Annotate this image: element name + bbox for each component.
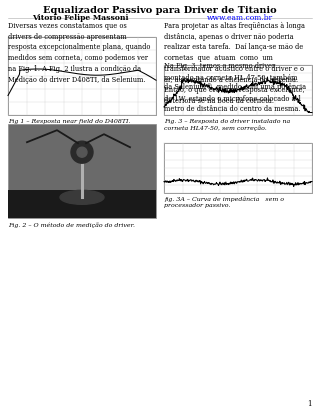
Text: Equalizador Passivo para Driver de Titanio: Equalizador Passivo para Driver de Titan… <box>43 6 277 15</box>
Text: Fig. 3 – Resposta do driver instalado na
corneta HL47-50, sem correção.: Fig. 3 – Resposta do driver instalado na… <box>164 119 290 130</box>
Bar <box>8 38 156 116</box>
Text: Fig 1 – Resposta near field do D408TI.: Fig 1 – Resposta near field do D408TI. <box>8 119 131 124</box>
Bar <box>8 125 156 218</box>
Circle shape <box>77 148 87 158</box>
Ellipse shape <box>60 191 104 205</box>
Text: Diversas vezes constatamos que os
drivers de compressão apresentam
resposta exce: Diversas vezes constatamos que os driver… <box>8 22 150 83</box>
Text: Na Fig. 3, temos o mesmo driver
montado na corneta HL 47-50, também
da Selenium®: Na Fig. 3, temos o mesmo driver montado … <box>164 62 306 112</box>
Text: fig. 3A – Curva de impedância   sem o
processador passivo.: fig. 3A – Curva de impedância sem o proc… <box>164 197 284 208</box>
Text: Fig. 2 – O método de medição do driver.: Fig. 2 – O método de medição do driver. <box>8 221 135 227</box>
Text: 1: 1 <box>308 399 312 407</box>
Bar <box>8 190 156 218</box>
Text: Vitorio Felipe Massoni: Vitorio Felipe Massoni <box>32 14 128 22</box>
Bar <box>164 144 312 194</box>
Bar <box>164 66 312 116</box>
Text: www.eam.com.br: www.eam.com.br <box>207 14 273 22</box>
Circle shape <box>71 142 93 164</box>
Text: Para projetar as altas freqüências à longa
distância, apenas o driver não poderi: Para projetar as altas freqüências à lon… <box>164 22 305 105</box>
